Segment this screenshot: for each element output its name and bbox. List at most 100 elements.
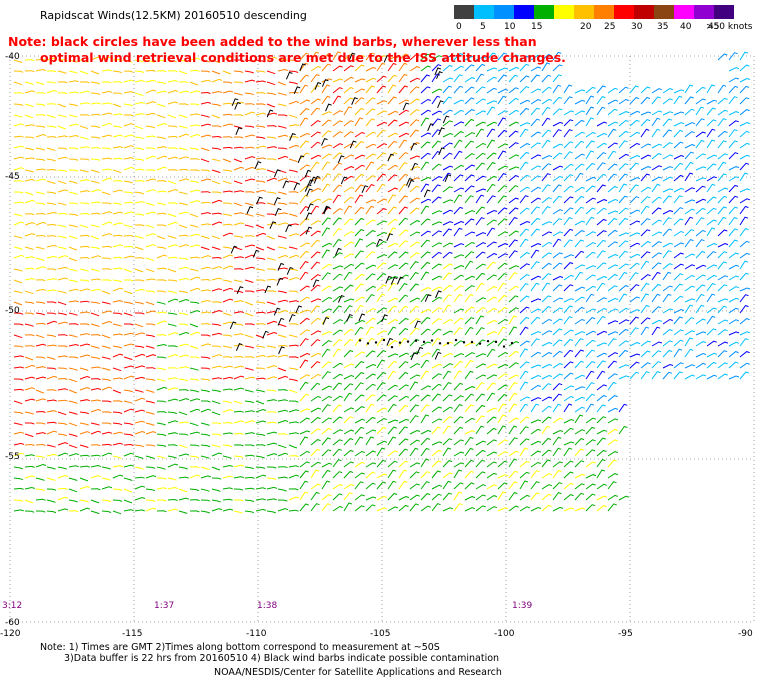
wind-barb: [332, 471, 343, 479]
colorbar-swatch: [634, 5, 654, 19]
wind-barb: [464, 64, 475, 72]
wind-barb: [255, 420, 267, 424]
wind-barb: [695, 98, 706, 105]
wind-barb: [530, 249, 540, 259]
wind-barb: [90, 499, 100, 504]
wind-barb: [134, 92, 144, 97]
wind-barb: [200, 123, 212, 127]
wind-barb: [211, 288, 223, 292]
wind-barb: [57, 114, 67, 118]
wind-barb: [222, 455, 232, 459]
wind-barb: [409, 297, 421, 303]
wind-barb: [486, 261, 497, 270]
wind-barb: [277, 191, 287, 195]
wind-barb: [453, 85, 464, 94]
wind-barb: [266, 92, 277, 96]
wind-barb: [706, 196, 717, 204]
wind-barb: [123, 245, 134, 248]
wind-barb: [475, 415, 485, 424]
wind-barb: [354, 461, 365, 468]
wind-barb: [255, 323, 266, 326]
wind-barb: [343, 407, 355, 413]
wind-barb: [57, 224, 67, 228]
wind-barb: [288, 421, 299, 424]
wind-barb: [277, 354, 289, 358]
wind-barb: [563, 110, 575, 116]
wind-barb: [420, 308, 432, 314]
wind-barb: [310, 330, 322, 336]
wind-barb: [321, 272, 331, 281]
wind-barb: [596, 342, 608, 347]
contaminated-barb: [230, 245, 238, 254]
wind-barb: [310, 503, 320, 512]
wind-barb: [112, 499, 123, 502]
wind-barb: [717, 284, 728, 292]
wind-barb: [13, 366, 24, 369]
wind-barb: [46, 278, 57, 281]
wind-barb: [35, 246, 45, 250]
contaminated-barb: [285, 224, 292, 233]
wind-barb: [35, 168, 46, 171]
contaminated-barb: [277, 317, 285, 326]
wind-barb: [13, 180, 24, 183]
wind-barb: [673, 141, 684, 149]
wind-barb: [574, 492, 585, 501]
wind-barb: [706, 374, 718, 380]
wind-barb: [288, 400, 299, 403]
wind-barb: [299, 338, 309, 347]
wind-barb: [332, 339, 343, 347]
contaminated-barb: [348, 52, 356, 61]
contamination-dot: [414, 339, 418, 342]
wind-barb: [475, 86, 486, 94]
wind-barb: [552, 218, 563, 226]
wind-barb: [453, 53, 464, 61]
wind-barb: [112, 234, 123, 237]
wind-barb: [486, 241, 497, 248]
wind-barb: [519, 426, 529, 435]
wind-barb: [552, 436, 562, 446]
wind-barb: [596, 230, 607, 237]
wind-barb: [398, 152, 409, 160]
wind-barb: [651, 110, 663, 116]
wind-barb: [574, 186, 585, 193]
wind-barb: [343, 154, 355, 160]
wind-barb: [695, 264, 707, 270]
wind-barb: [310, 407, 322, 413]
contaminated-barb: [273, 197, 281, 205]
wind-barb: [178, 211, 190, 215]
wind-barb: [629, 131, 640, 138]
wind-barb: [497, 394, 508, 402]
wind-barb: [101, 411, 112, 414]
wind-barb: [398, 395, 409, 402]
wind-barb: [211, 103, 221, 107]
wind-barb: [332, 382, 342, 391]
wind-barb: [508, 425, 518, 435]
wind-barb: [233, 365, 245, 369]
contaminated-barb: [434, 351, 442, 360]
wind-barb: [420, 230, 431, 237]
wind-barb: [519, 122, 531, 127]
contaminated-barb: [273, 169, 281, 178]
contaminated-barb: [273, 307, 281, 316]
wind-barb: [552, 403, 562, 413]
wind-barb: [266, 213, 277, 216]
wind-barb: [354, 164, 365, 171]
wind-barb: [156, 279, 167, 282]
wind-barb: [673, 339, 684, 347]
wind-barb: [211, 488, 221, 492]
wind-barb: [167, 244, 179, 248]
wind-barb: [574, 429, 586, 435]
wind-barb: [178, 234, 189, 237]
wind-barb: [651, 96, 661, 105]
wind-barb: [90, 334, 101, 337]
wind-barb: [266, 421, 277, 424]
wind-barb: [607, 331, 619, 336]
wind-barb: [497, 129, 508, 138]
contamination-dot: [478, 342, 482, 345]
wind-barb: [288, 455, 299, 458]
wind-barb: [651, 219, 662, 226]
wind-barb: [310, 187, 322, 193]
wind-barb: [68, 312, 78, 316]
wind-barb: [57, 388, 68, 391]
wind-barb: [706, 119, 717, 127]
